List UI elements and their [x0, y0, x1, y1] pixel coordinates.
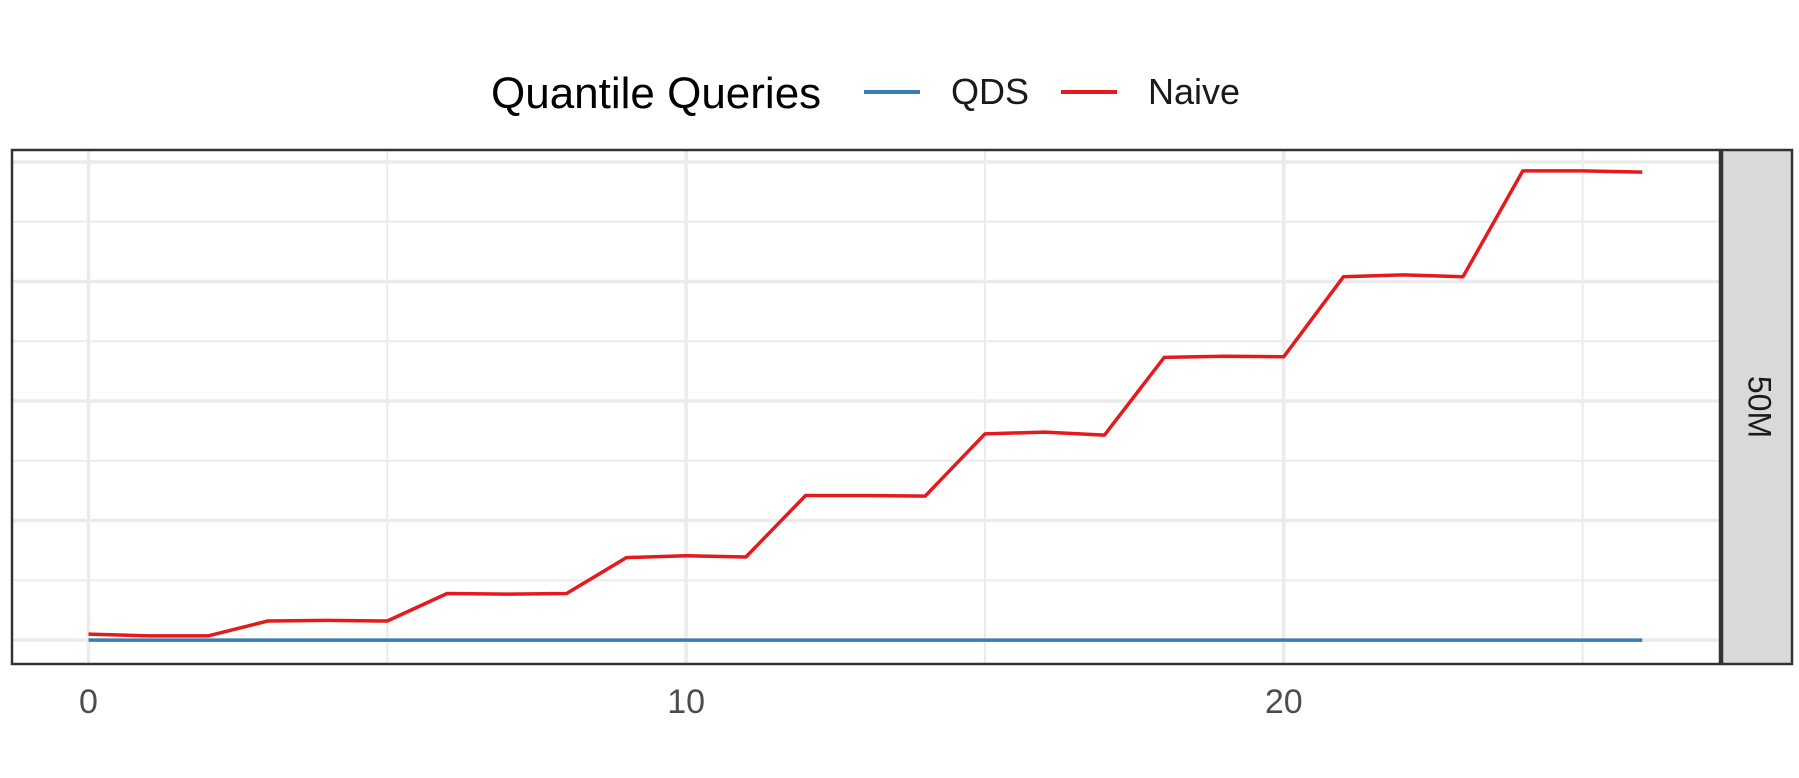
legend-item-qds: QDS [864, 71, 1029, 112]
facet-strip-background [1720, 148, 1794, 666]
series-lines [88, 169, 1643, 642]
legend-label-naive: Naive [1148, 71, 1240, 112]
series-line-naive [88, 169, 1643, 638]
x-tick-label: 20 [1265, 683, 1303, 721]
legend: Quantile Queries QDS Naive [491, 69, 1240, 118]
legend-title: Quantile Queries [491, 69, 821, 118]
facet-strip: 50M [1720, 148, 1794, 666]
plot-panel-border [10, 148, 1722, 666]
plot-panel-background [12, 150, 1720, 664]
x-tick-label: 0 [79, 683, 98, 721]
x-tick-label: 10 [667, 683, 705, 721]
legend-item-naive: Naive [1061, 71, 1240, 112]
legend-label-qds: QDS [951, 71, 1029, 112]
facet-strip-label: 50M [1742, 376, 1778, 438]
x-axis-ticks: 0 10 20 [79, 683, 1303, 721]
